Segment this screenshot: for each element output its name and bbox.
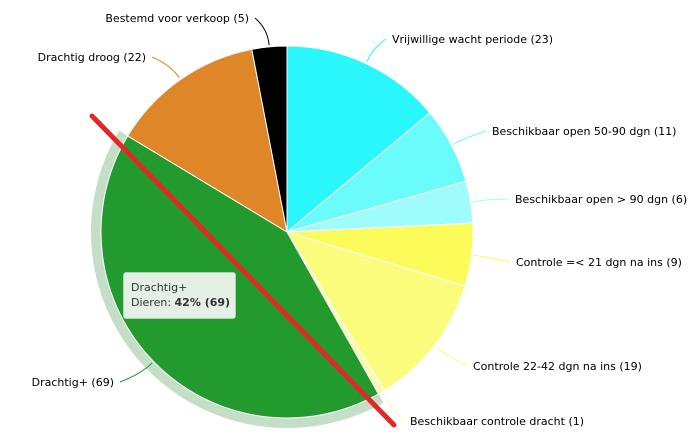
tooltip-value: 42% (69): [175, 296, 231, 309]
tooltip-prefix: Dieren:: [131, 296, 175, 309]
connector-controle-22-42-dgn-na-ins: [435, 346, 468, 367]
tooltip-value-line: Dieren: 42% (69): [131, 296, 230, 309]
tooltip: Drachtig+ Dieren: 42% (69): [122, 271, 237, 320]
label-beschikbaar-controle-dracht: Beschikbaar controle dracht (1): [410, 415, 584, 428]
label-controle-21-dgn-na-ins: Controle =< 21 dgn na ins (9): [516, 256, 682, 269]
slice-vrijwillige-wacht-periode[interactable]: [286, 45, 431, 234]
connector-vrijwillige-wacht-periode: [366, 38, 387, 62]
pie-slices: [100, 45, 474, 419]
connector-lines: [119, 17, 511, 422]
label-controle-22-42-dgn-na-ins: Controle 22-42 dgn na ins (19): [473, 360, 642, 373]
label-drachtig-droog: Drachtig droog (22): [38, 51, 146, 64]
connector-beschikbaar-controle-dracht: [382, 393, 405, 422]
red-marker-line: [89, 113, 397, 428]
connector-drachtig: [119, 362, 153, 383]
label-beschikbaar-open-90-dgn: Beschikbaar open > 90 dgn (6): [515, 193, 687, 206]
label-drachtig: Drachtig+ (69): [32, 376, 114, 389]
connector-bestemd-voor-verkoop: [254, 17, 270, 45]
label-bestemd-voor-verkoop: Bestemd voor verkoop (5): [105, 12, 249, 25]
slice-drachtig[interactable]: [100, 135, 380, 419]
label-vrijwillige-wacht-periode: Vrijwillige wacht periode (23): [392, 33, 553, 46]
slice-labels: Vrijwillige wacht periode (23) Beschikbaa…: [32, 12, 688, 428]
connector-controle-21-dgn-na-ins: [473, 254, 511, 263]
slice-drachtig-droog[interactable]: [127, 48, 288, 234]
label-beschikbaar-open-50-90-dgn: Beschikbaar open 50-90 dgn (11): [492, 125, 676, 138]
red-marker-line: [89, 113, 397, 428]
slice-bestemd-voor-verkoop[interactable]: [251, 45, 288, 233]
connector-beschikbaar-open-90-dgn: [472, 198, 510, 203]
tooltip-title: Drachtig+: [131, 281, 187, 294]
connector-beschikbaar-open-50-90-dgn: [453, 130, 487, 145]
slice-controle-22-42-dgn-na-ins[interactable]: [285, 231, 466, 392]
connector-drachtig-droog: [151, 56, 180, 79]
